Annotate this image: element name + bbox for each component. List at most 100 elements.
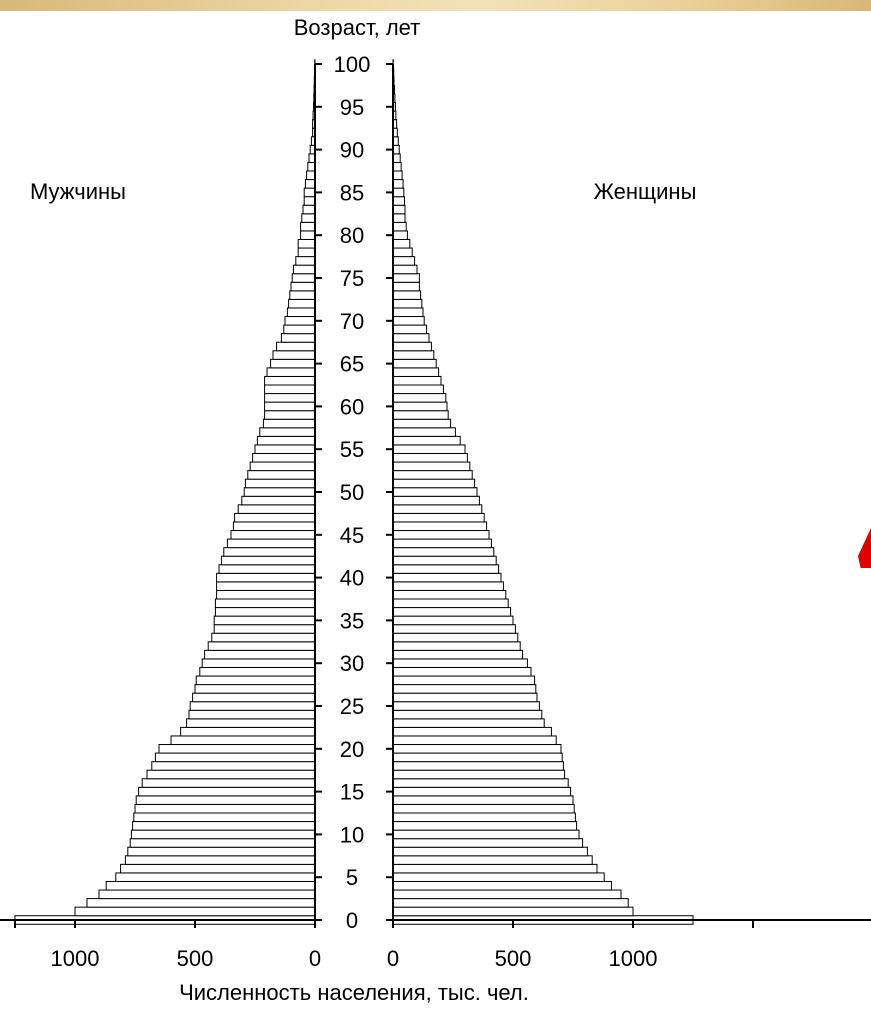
- female-bar-age-6: [392, 863, 598, 874]
- female-bar-age-40: [392, 572, 502, 583]
- male-bar-age-47: [234, 512, 316, 523]
- male-bar-age-16: [141, 778, 316, 788]
- female-bar-age-7: [392, 855, 593, 865]
- y-tick-label-45: 45: [340, 523, 364, 548]
- female-bar-age-62: [392, 384, 444, 395]
- female-bar-age-16: [392, 778, 569, 788]
- female-bar-age-75: [392, 273, 420, 283]
- male-bar-age-3: [98, 889, 316, 900]
- y-tick-label-100: 100: [334, 52, 371, 77]
- male-bar-age-21: [170, 735, 316, 746]
- y-tick-label-40: 40: [340, 566, 364, 591]
- female-bar-age-63: [392, 375, 442, 386]
- female-bar-age-83: [392, 204, 406, 215]
- male-bar-age-71: [286, 307, 316, 318]
- male-bar-age-83: [302, 204, 316, 215]
- female-bar-age-42: [392, 555, 497, 566]
- male-bar-age-73: [289, 290, 316, 300]
- chart-title: Возраст, лет: [294, 15, 421, 40]
- female-bar-age-15: [392, 786, 572, 797]
- male-bar-age-65: [270, 358, 316, 369]
- female-bar-age-31: [392, 649, 524, 660]
- female-bar-age-37: [392, 598, 509, 609]
- female-bar-age-25: [392, 701, 540, 711]
- female-bar-age-72: [392, 298, 423, 309]
- male-bar-age-49: [241, 495, 316, 506]
- male-bar-age-13: [134, 803, 316, 814]
- male-bar-age-30: [201, 658, 316, 668]
- male-bar-age-7: [124, 855, 316, 865]
- male-bar-age-23: [186, 718, 316, 728]
- female-bar-age-28: [392, 675, 536, 686]
- male-bar-age-32: [207, 641, 316, 651]
- y-tick-label-85: 85: [340, 180, 364, 205]
- male-bar-age-86: [304, 179, 316, 189]
- y-tick-label-50: 50: [340, 480, 364, 505]
- male-bar-age-51: [244, 478, 316, 489]
- male-bar-age-85: [303, 187, 316, 198]
- male-bar-age-24: [188, 709, 316, 720]
- y-tick-label-20: 20: [340, 737, 364, 762]
- male-bar-age-35: [213, 615, 316, 626]
- male-bar-age-17: [146, 769, 316, 780]
- female-bar-age-79: [392, 238, 411, 249]
- male-bar-age-60: [264, 401, 316, 412]
- female-bar-age-9: [392, 838, 584, 848]
- male-label: Мужчины: [30, 179, 126, 204]
- male-bar-age-59: [264, 410, 316, 420]
- male-bar-age-12: [133, 812, 316, 823]
- female-bar-age-35: [392, 615, 514, 626]
- female-bar-age-73: [392, 290, 422, 300]
- male-x-tick-label-1000: 1000: [51, 946, 100, 971]
- male-bar-age-77: [295, 256, 316, 266]
- female-bar-age-78: [392, 247, 413, 258]
- male-bar-age-22: [180, 726, 316, 737]
- y-tick-label-75: 75: [340, 266, 364, 291]
- male-bar-age-2: [86, 898, 316, 908]
- female-bar-age-82: [392, 213, 406, 223]
- female-bar-age-74: [392, 281, 420, 292]
- male-bar-age-9: [129, 838, 316, 848]
- female-bars: [392, 59, 694, 925]
- female-x-tick-label-500: 500: [495, 946, 532, 971]
- male-bar-age-78: [297, 247, 316, 258]
- male-bar-age-29: [199, 666, 316, 677]
- female-bar-age-33: [392, 632, 519, 643]
- male-bar-age-10: [130, 829, 316, 840]
- female-bar-age-61: [392, 393, 447, 403]
- female-bar-age-54: [392, 452, 468, 463]
- male-bar-age-48: [237, 504, 316, 514]
- female-bar-age-26: [392, 692, 538, 703]
- male-bar-age-61: [264, 393, 316, 403]
- female-bar-age-29: [392, 666, 532, 677]
- female-bar-age-59: [392, 410, 449, 420]
- female-bar-age-77: [392, 256, 416, 266]
- male-bar-age-41: [218, 564, 316, 574]
- y-tick-label-0: 0: [346, 908, 358, 933]
- female-bar-age-27: [392, 684, 537, 694]
- male-bar-age-15: [138, 786, 316, 797]
- male-bar-age-8: [127, 846, 316, 857]
- female-bar-age-69: [392, 324, 428, 335]
- male-bar-age-66: [272, 350, 316, 360]
- female-bar-age-12: [392, 812, 576, 823]
- y-tick-label-35: 35: [340, 608, 364, 633]
- female-bar-age-13: [392, 803, 575, 814]
- male-bar-age-4: [105, 880, 316, 891]
- male-bar-age-28: [195, 675, 316, 686]
- x-axis-label: Численность населения, тыс. чел.: [179, 980, 529, 1005]
- y-tick-label-5: 5: [346, 865, 358, 890]
- female-bar-age-88: [392, 161, 402, 172]
- male-bar-age-76: [292, 264, 316, 275]
- male-bar-age-52: [247, 470, 316, 480]
- tick-labels: 0 5 10 15 20 25 30 35 40 45 50 55 60 65 70 75 80 85 90 95 10…: [51, 52, 658, 971]
- male-bar-age-87: [306, 170, 316, 181]
- female-bar-age-58: [392, 418, 452, 429]
- y-tick-label-55: 55: [340, 437, 364, 462]
- female-bar-age-36: [392, 607, 512, 617]
- y-tick-label-10: 10: [340, 822, 364, 847]
- male-bar-age-46: [232, 521, 316, 532]
- female-bar-age-55: [392, 444, 466, 454]
- y-tick-label-95: 95: [340, 95, 364, 120]
- female-bar-age-39: [392, 581, 504, 591]
